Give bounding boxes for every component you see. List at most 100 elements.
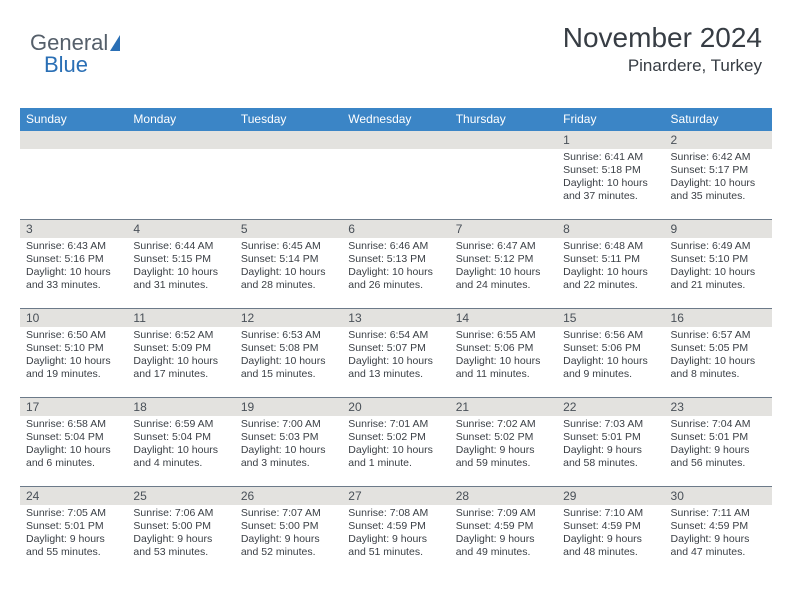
day-daylight: Daylight: 10 hours and 3 minutes. bbox=[241, 444, 336, 470]
day-body: Sunrise: 6:55 AMSunset: 5:06 PMDaylight:… bbox=[450, 327, 557, 386]
weekday-header: Tuesday bbox=[235, 108, 342, 131]
day-number: 2 bbox=[665, 131, 772, 149]
day-body: Sunrise: 7:07 AMSunset: 5:00 PMDaylight:… bbox=[235, 505, 342, 564]
day-daylight: Daylight: 9 hours and 55 minutes. bbox=[26, 533, 121, 559]
logo-triangle-icon bbox=[110, 35, 120, 51]
weekday-header: Wednesday bbox=[342, 108, 449, 131]
day-sunrise: Sunrise: 6:42 AM bbox=[671, 151, 766, 164]
day-sunrise: Sunrise: 7:01 AM bbox=[348, 418, 443, 431]
day-number bbox=[235, 131, 342, 149]
day-sunrise: Sunrise: 6:55 AM bbox=[456, 329, 551, 342]
day-body bbox=[450, 149, 557, 155]
calendar-day-cell: 25Sunrise: 7:06 AMSunset: 5:00 PMDayligh… bbox=[127, 487, 234, 575]
day-sunset: Sunset: 5:11 PM bbox=[563, 253, 658, 266]
day-sunset: Sunset: 5:09 PM bbox=[133, 342, 228, 355]
day-body: Sunrise: 6:53 AMSunset: 5:08 PMDaylight:… bbox=[235, 327, 342, 386]
day-body bbox=[20, 149, 127, 155]
day-sunrise: Sunrise: 6:49 AM bbox=[671, 240, 766, 253]
day-sunset: Sunset: 5:04 PM bbox=[133, 431, 228, 444]
day-number: 21 bbox=[450, 398, 557, 416]
calendar-day-cell: 28Sunrise: 7:09 AMSunset: 4:59 PMDayligh… bbox=[450, 487, 557, 575]
day-number bbox=[20, 131, 127, 149]
weekday-header: Thursday bbox=[450, 108, 557, 131]
day-sunset: Sunset: 5:12 PM bbox=[456, 253, 551, 266]
day-body: Sunrise: 6:50 AMSunset: 5:10 PMDaylight:… bbox=[20, 327, 127, 386]
day-body: Sunrise: 7:01 AMSunset: 5:02 PMDaylight:… bbox=[342, 416, 449, 475]
day-body: Sunrise: 7:05 AMSunset: 5:01 PMDaylight:… bbox=[20, 505, 127, 564]
day-sunrise: Sunrise: 7:06 AM bbox=[133, 507, 228, 520]
day-sunset: Sunset: 5:03 PM bbox=[241, 431, 336, 444]
day-body: Sunrise: 7:11 AMSunset: 4:59 PMDaylight:… bbox=[665, 505, 772, 564]
day-sunset: Sunset: 5:07 PM bbox=[348, 342, 443, 355]
day-sunrise: Sunrise: 7:03 AM bbox=[563, 418, 658, 431]
calendar-week-row: 17Sunrise: 6:58 AMSunset: 5:04 PMDayligh… bbox=[20, 397, 772, 486]
day-daylight: Daylight: 10 hours and 31 minutes. bbox=[133, 266, 228, 292]
calendar-day-cell: 8Sunrise: 6:48 AMSunset: 5:11 PMDaylight… bbox=[557, 220, 664, 308]
day-daylight: Daylight: 9 hours and 59 minutes. bbox=[456, 444, 551, 470]
day-number: 23 bbox=[665, 398, 772, 416]
day-number: 18 bbox=[127, 398, 234, 416]
day-sunset: Sunset: 5:18 PM bbox=[563, 164, 658, 177]
day-body: Sunrise: 6:47 AMSunset: 5:12 PMDaylight:… bbox=[450, 238, 557, 297]
day-body: Sunrise: 6:42 AMSunset: 5:17 PMDaylight:… bbox=[665, 149, 772, 208]
calendar-day-cell: 20Sunrise: 7:01 AMSunset: 5:02 PMDayligh… bbox=[342, 398, 449, 486]
calendar-day-cell bbox=[450, 131, 557, 219]
calendar-day-cell: 17Sunrise: 6:58 AMSunset: 5:04 PMDayligh… bbox=[20, 398, 127, 486]
day-number: 19 bbox=[235, 398, 342, 416]
day-body bbox=[342, 149, 449, 155]
day-sunset: Sunset: 5:00 PM bbox=[133, 520, 228, 533]
day-body: Sunrise: 7:06 AMSunset: 5:00 PMDaylight:… bbox=[127, 505, 234, 564]
day-body: Sunrise: 6:43 AMSunset: 5:16 PMDaylight:… bbox=[20, 238, 127, 297]
day-body: Sunrise: 6:45 AMSunset: 5:14 PMDaylight:… bbox=[235, 238, 342, 297]
weekday-header: Monday bbox=[127, 108, 234, 131]
day-body: Sunrise: 6:56 AMSunset: 5:06 PMDaylight:… bbox=[557, 327, 664, 386]
day-body: Sunrise: 7:09 AMSunset: 4:59 PMDaylight:… bbox=[450, 505, 557, 564]
day-sunrise: Sunrise: 6:57 AM bbox=[671, 329, 766, 342]
day-body: Sunrise: 6:41 AMSunset: 5:18 PMDaylight:… bbox=[557, 149, 664, 208]
calendar-day-cell: 6Sunrise: 6:46 AMSunset: 5:13 PMDaylight… bbox=[342, 220, 449, 308]
day-sunrise: Sunrise: 6:47 AM bbox=[456, 240, 551, 253]
page-location: Pinardere, Turkey bbox=[563, 56, 762, 76]
day-number: 22 bbox=[557, 398, 664, 416]
day-sunset: Sunset: 5:16 PM bbox=[26, 253, 121, 266]
day-number: 9 bbox=[665, 220, 772, 238]
day-daylight: Daylight: 10 hours and 26 minutes. bbox=[348, 266, 443, 292]
day-daylight: Daylight: 10 hours and 17 minutes. bbox=[133, 355, 228, 381]
day-sunset: Sunset: 5:14 PM bbox=[241, 253, 336, 266]
day-sunrise: Sunrise: 6:52 AM bbox=[133, 329, 228, 342]
day-body bbox=[127, 149, 234, 155]
day-sunrise: Sunrise: 6:50 AM bbox=[26, 329, 121, 342]
day-sunset: Sunset: 5:10 PM bbox=[671, 253, 766, 266]
calendar-day-cell: 2Sunrise: 6:42 AMSunset: 5:17 PMDaylight… bbox=[665, 131, 772, 219]
day-daylight: Daylight: 9 hours and 51 minutes. bbox=[348, 533, 443, 559]
calendar-week-row: 1Sunrise: 6:41 AMSunset: 5:18 PMDaylight… bbox=[20, 131, 772, 219]
day-sunrise: Sunrise: 6:59 AM bbox=[133, 418, 228, 431]
day-number: 14 bbox=[450, 309, 557, 327]
day-daylight: Daylight: 10 hours and 6 minutes. bbox=[26, 444, 121, 470]
calendar-day-cell: 22Sunrise: 7:03 AMSunset: 5:01 PMDayligh… bbox=[557, 398, 664, 486]
day-daylight: Daylight: 10 hours and 1 minute. bbox=[348, 444, 443, 470]
day-number: 20 bbox=[342, 398, 449, 416]
day-daylight: Daylight: 10 hours and 9 minutes. bbox=[563, 355, 658, 381]
calendar-day-cell: 11Sunrise: 6:52 AMSunset: 5:09 PMDayligh… bbox=[127, 309, 234, 397]
calendar-day-cell: 15Sunrise: 6:56 AMSunset: 5:06 PMDayligh… bbox=[557, 309, 664, 397]
day-number: 8 bbox=[557, 220, 664, 238]
logo-text-blue: Blue bbox=[44, 52, 88, 78]
calendar-day-cell: 12Sunrise: 6:53 AMSunset: 5:08 PMDayligh… bbox=[235, 309, 342, 397]
day-sunset: Sunset: 5:15 PM bbox=[133, 253, 228, 266]
day-daylight: Daylight: 10 hours and 22 minutes. bbox=[563, 266, 658, 292]
calendar-day-cell bbox=[342, 131, 449, 219]
calendar-day-cell: 16Sunrise: 6:57 AMSunset: 5:05 PMDayligh… bbox=[665, 309, 772, 397]
day-daylight: Daylight: 10 hours and 11 minutes. bbox=[456, 355, 551, 381]
day-daylight: Daylight: 9 hours and 48 minutes. bbox=[563, 533, 658, 559]
calendar-week-row: 24Sunrise: 7:05 AMSunset: 5:01 PMDayligh… bbox=[20, 486, 772, 575]
day-daylight: Daylight: 10 hours and 4 minutes. bbox=[133, 444, 228, 470]
day-body: Sunrise: 7:04 AMSunset: 5:01 PMDaylight:… bbox=[665, 416, 772, 475]
day-sunrise: Sunrise: 7:02 AM bbox=[456, 418, 551, 431]
day-number: 28 bbox=[450, 487, 557, 505]
day-sunset: Sunset: 5:01 PM bbox=[671, 431, 766, 444]
day-sunrise: Sunrise: 6:53 AM bbox=[241, 329, 336, 342]
day-sunset: Sunset: 5:17 PM bbox=[671, 164, 766, 177]
day-daylight: Daylight: 10 hours and 15 minutes. bbox=[241, 355, 336, 381]
day-number: 25 bbox=[127, 487, 234, 505]
